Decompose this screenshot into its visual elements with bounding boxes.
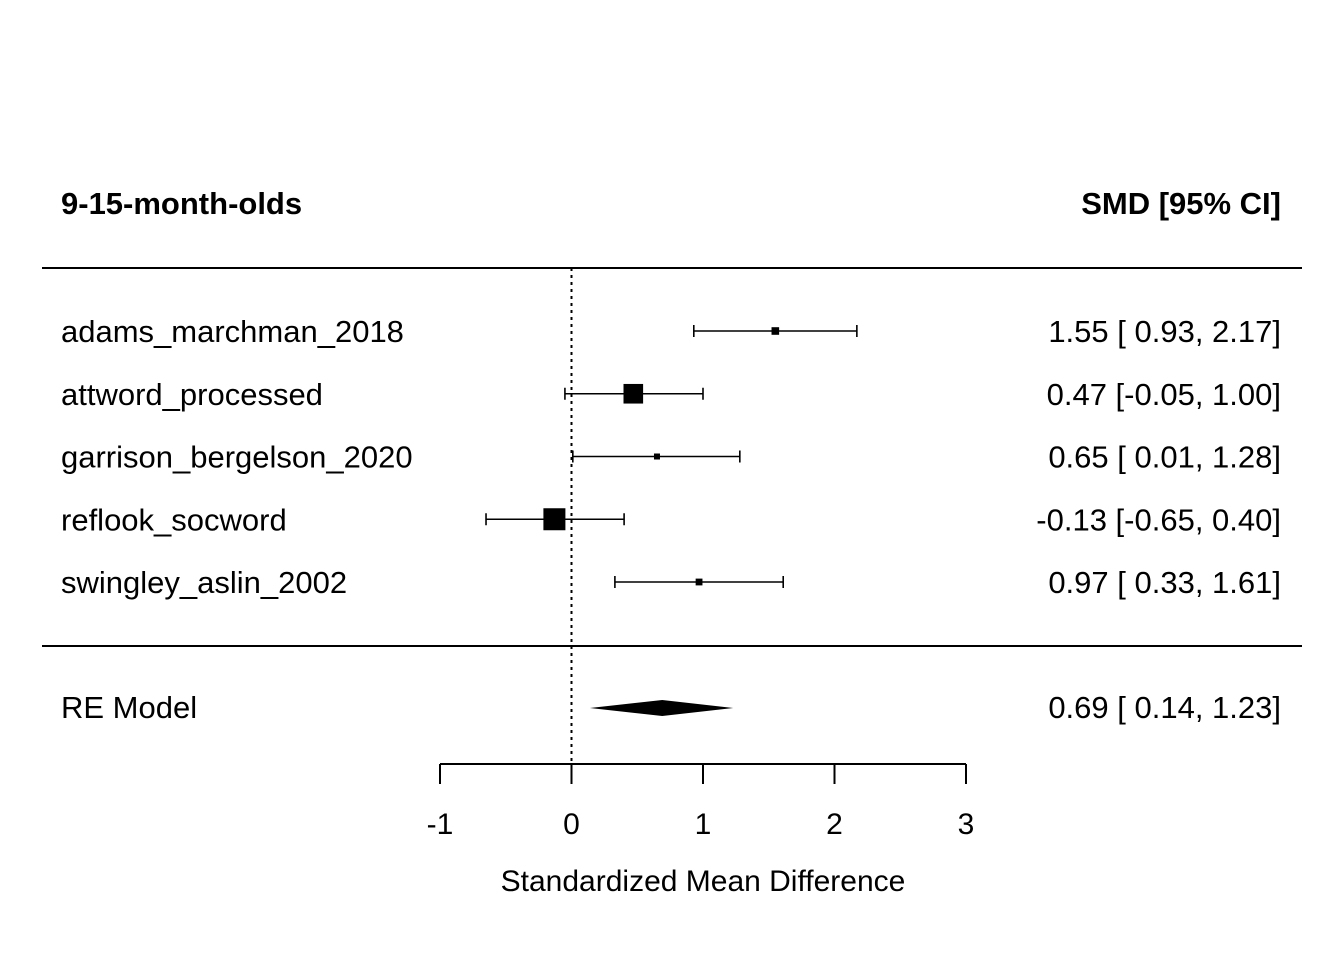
x-tick-label: 3: [958, 808, 975, 841]
study-name: adams_marchman_2018: [61, 314, 404, 349]
summary-diamond: [589, 700, 734, 716]
x-tick-label: 0: [563, 808, 580, 841]
study-row: garrison_bergelson_2020 0.65 [ 0.01, 1.28…: [61, 440, 1281, 475]
study-row: swingley_aslin_2002 0.97 [ 0.33, 1.61]: [61, 565, 1281, 600]
summary-row: RE Model 0.69 [ 0.14, 1.23]: [61, 690, 1281, 725]
study-row: attword_processed 0.47 [-0.05, 1.00]: [61, 377, 1281, 412]
point-estimate: [771, 327, 780, 335]
effect-label: 0.97 [ 0.33, 1.61]: [1048, 565, 1281, 600]
study-row: reflook_socword -0.13 [-0.65, 0.40]: [61, 502, 1281, 537]
point-estimate: [695, 578, 703, 586]
effect-label: 1.55 [ 0.93, 2.17]: [1048, 314, 1281, 349]
study-name: garrison_bergelson_2020: [61, 440, 413, 475]
group-header: 9-15-month-olds: [61, 186, 302, 221]
study-name: swingley_aslin_2002: [61, 565, 347, 600]
effect-header: SMD [95% CI]: [1081, 186, 1281, 221]
summary-effect-label: 0.69 [ 0.14, 1.23]: [1048, 690, 1281, 725]
summary-name: RE Model: [61, 690, 197, 725]
x-axis: -1 0 1 2 3: [427, 763, 975, 841]
point-estimate: [543, 508, 566, 531]
study-row: adams_marchman_2018 1.55 [ 0.93, 2.17]: [61, 314, 1281, 349]
x-tick-label: -1: [427, 808, 454, 841]
study-name: attword_processed: [61, 377, 323, 412]
effect-label: 0.65 [ 0.01, 1.28]: [1048, 440, 1281, 475]
study-name: reflook_socword: [61, 502, 287, 537]
effect-label: 0.47 [-0.05, 1.00]: [1047, 377, 1281, 412]
x-tick-label: 1: [695, 808, 712, 841]
x-axis-title: Standardized Mean Difference: [501, 865, 906, 898]
effect-label: -0.13 [-0.65, 0.40]: [1036, 502, 1281, 537]
point-estimate: [623, 383, 644, 404]
x-tick-label: 2: [826, 808, 843, 841]
study-rows: adams_marchman_2018 1.55 [ 0.93, 2.17] att…: [61, 314, 1281, 600]
point-estimate: [653, 453, 660, 460]
